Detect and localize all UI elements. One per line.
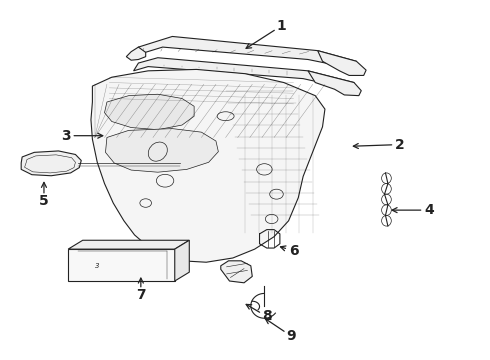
Polygon shape [104,94,194,130]
Text: 8: 8 [262,310,271,324]
Text: 4: 4 [424,203,434,217]
Polygon shape [68,249,175,281]
Polygon shape [21,151,81,176]
Polygon shape [126,47,146,60]
Polygon shape [134,58,354,89]
Text: 3: 3 [95,263,99,269]
Polygon shape [221,261,252,283]
Polygon shape [91,69,325,262]
Polygon shape [105,129,219,172]
Text: 1: 1 [276,19,286,33]
Text: 6: 6 [289,244,298,258]
Text: 5: 5 [39,194,49,208]
Polygon shape [68,240,189,249]
Polygon shape [318,51,366,76]
Text: 3: 3 [61,129,71,143]
Text: 7: 7 [136,288,146,302]
Polygon shape [175,240,189,281]
Polygon shape [134,36,356,68]
Polygon shape [308,71,361,96]
Text: 2: 2 [395,138,405,152]
Text: 9: 9 [286,329,296,343]
